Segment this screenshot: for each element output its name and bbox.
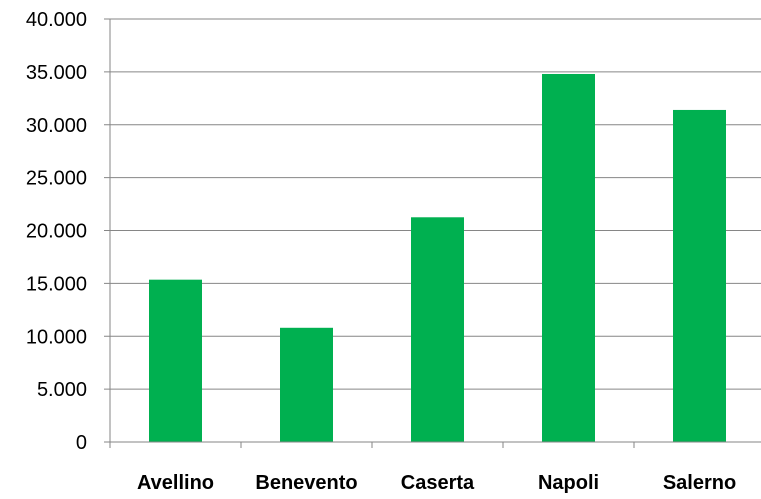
axes <box>109 19 761 443</box>
y-tick-label: 30.000 <box>26 115 87 137</box>
y-tick-label: 0 <box>76 432 87 454</box>
bars <box>149 73 726 443</box>
bar-avellino <box>149 279 202 442</box>
y-tick-label: 15.000 <box>26 273 87 295</box>
y-tick-label: 35.000 <box>26 62 87 84</box>
bar-caserta <box>411 217 464 442</box>
bar-salerno <box>673 109 726 442</box>
bar-napoli <box>542 73 595 443</box>
y-tick-label: 20.000 <box>26 221 87 243</box>
category-label: Caserta <box>401 472 475 494</box>
y-tick-label: 40.000 <box>26 9 87 31</box>
category-labels: Avellino Benevento Caserta Napoli Salerno <box>137 472 736 494</box>
x-tick-marks <box>109 442 635 448</box>
bar-benevento <box>280 327 333 442</box>
category-label: Napoli <box>538 472 599 494</box>
y-tick-label: 5.000 <box>37 379 87 401</box>
y-tick-labels: 0 5.000 10.000 15.000 20.000 25.000 30.000 35.0… <box>26 9 87 454</box>
y-tick-label: 10.000 <box>26 326 87 348</box>
category-label: Avellino <box>137 472 214 494</box>
category-label: Benevento <box>255 472 357 494</box>
category-label: Salerno <box>663 472 736 494</box>
y-tick-label: 25.000 <box>26 168 87 190</box>
